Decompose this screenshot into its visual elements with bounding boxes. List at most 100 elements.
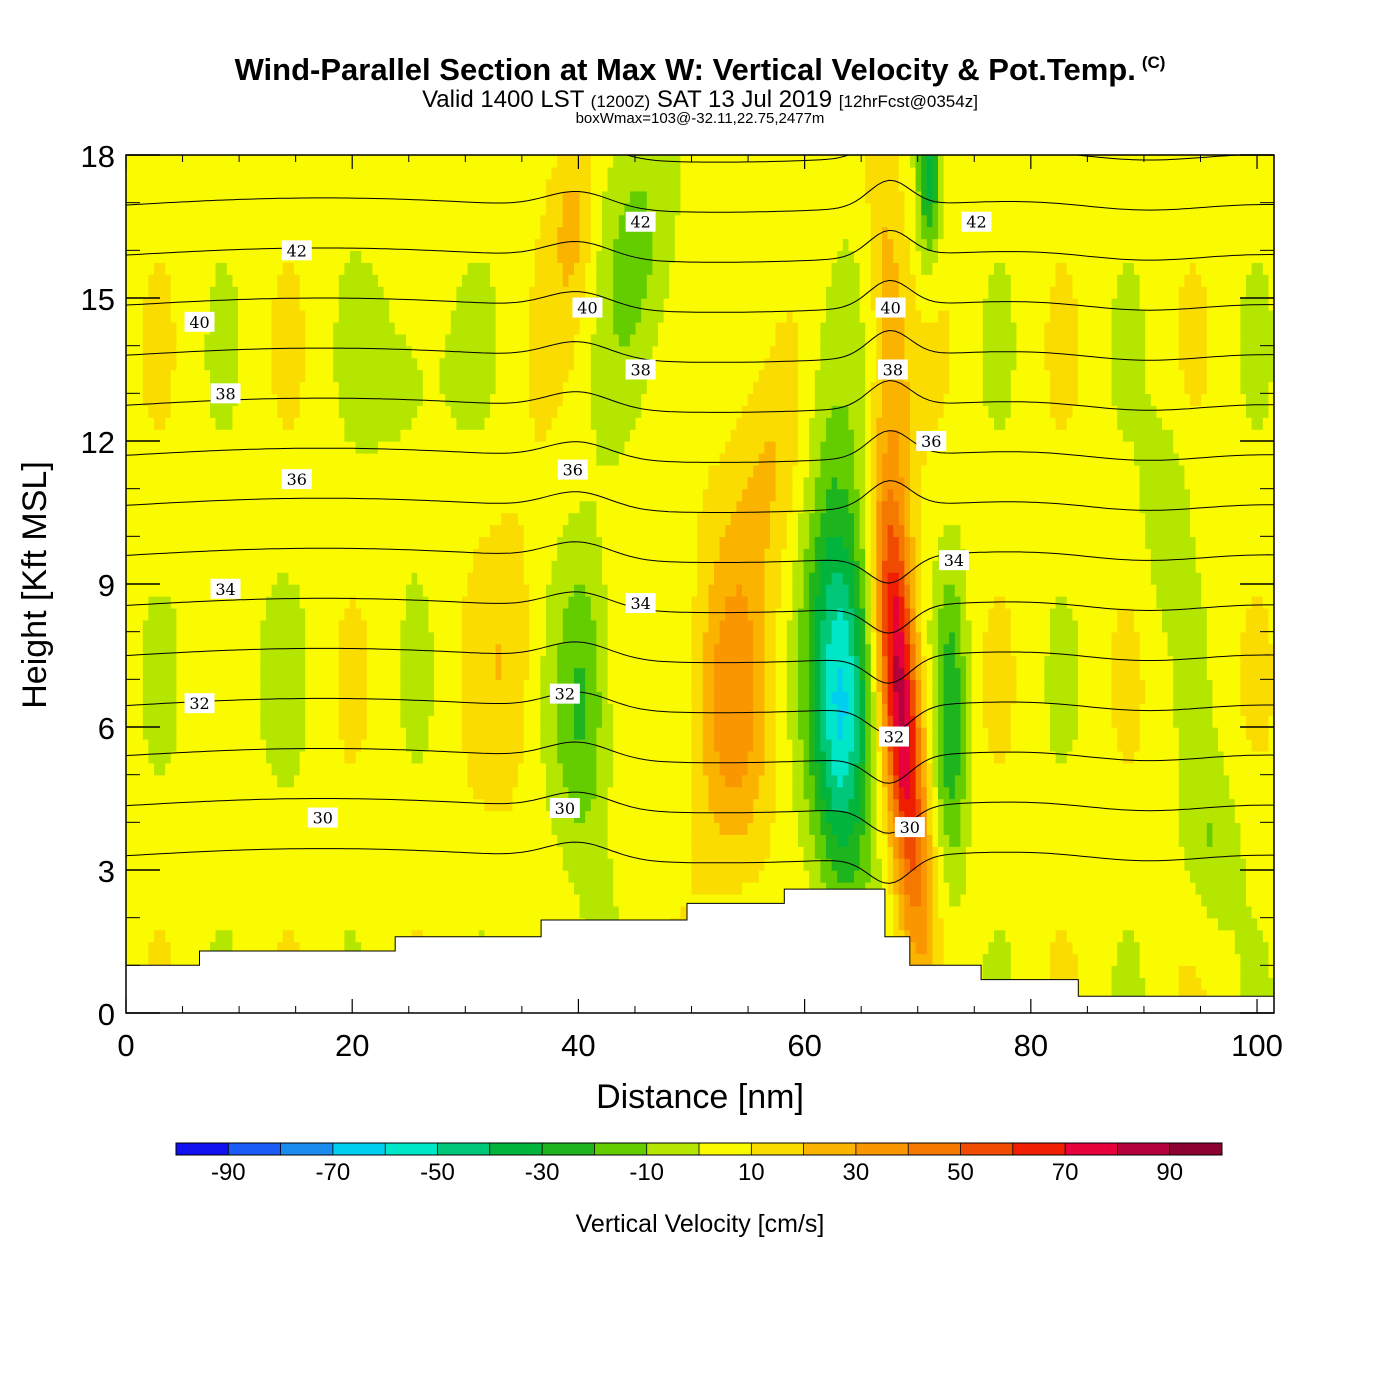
- velocity-cell: [490, 738, 497, 752]
- velocity-cell: [467, 381, 474, 395]
- velocity-cell: [406, 774, 413, 788]
- velocity-cell: [355, 715, 362, 728]
- velocity-cell: [338, 905, 346, 919]
- velocity-cell: [254, 298, 262, 311]
- velocity-cell: [198, 345, 206, 359]
- velocity-cell: [193, 345, 200, 359]
- velocity-cell: [243, 846, 250, 859]
- velocity-cell: [417, 786, 424, 800]
- velocity-cell: [506, 381, 514, 395]
- velocity-cell: [176, 774, 183, 788]
- velocity-cell: [294, 309, 301, 323]
- velocity-cell: [232, 286, 239, 299]
- velocity-cell: [170, 727, 178, 740]
- velocity-cell: [450, 464, 458, 478]
- velocity-cell: [182, 214, 189, 228]
- velocity-cell: [344, 572, 351, 585]
- velocity-cell: [473, 476, 480, 490]
- velocity-cell: [176, 655, 183, 669]
- velocity-cell: [462, 298, 469, 311]
- velocity-cell: [383, 512, 390, 526]
- velocity-cell: [243, 333, 250, 347]
- velocity-cell: [226, 429, 234, 442]
- velocity-cell: [322, 393, 329, 406]
- velocity-cell: [462, 631, 469, 645]
- velocity-cell: [159, 691, 166, 704]
- velocity-cell: [148, 750, 155, 764]
- velocity-cell: [310, 536, 318, 549]
- velocity-cell: [215, 429, 222, 442]
- velocity-cell: [428, 214, 435, 228]
- velocity-cell: [316, 822, 323, 835]
- velocity-cell: [165, 309, 172, 323]
- velocity-cell: [361, 429, 368, 442]
- velocity-cell: [210, 405, 217, 418]
- velocity-cell: [333, 834, 340, 847]
- velocity-cell: [126, 774, 133, 788]
- velocity-cell: [467, 786, 474, 800]
- velocity-cell: [310, 500, 318, 514]
- velocity-cell: [282, 262, 290, 275]
- velocity-cell: [394, 178, 402, 192]
- velocity-cell: [238, 631, 245, 645]
- velocity-cell: [322, 917, 329, 931]
- velocity-cell: [294, 298, 301, 311]
- velocity-cell: [299, 405, 306, 418]
- velocity-cell: [434, 238, 441, 252]
- velocity-cell: [126, 333, 133, 347]
- velocity-cell: [204, 762, 211, 776]
- velocity-cell: [159, 607, 166, 621]
- velocity-cell: [210, 488, 217, 502]
- velocity-cell: [327, 917, 334, 931]
- velocity-cell: [378, 405, 385, 418]
- velocity-cell: [333, 238, 340, 252]
- velocity-cell: [372, 298, 379, 311]
- velocity-cell: [176, 941, 183, 955]
- velocity-cell: [232, 500, 239, 514]
- velocity-cell: [495, 584, 502, 597]
- velocity-cell: [389, 834, 396, 847]
- velocity-cell: [204, 905, 211, 919]
- velocity-cell: [361, 881, 368, 895]
- velocity-cell: [282, 155, 290, 168]
- velocity-cell: [182, 619, 189, 633]
- velocity-cell: [422, 619, 430, 633]
- velocity-cell: [310, 429, 318, 442]
- velocity-cell: [400, 405, 407, 418]
- velocity-cell: [422, 584, 430, 597]
- velocity-cell: [411, 417, 418, 430]
- velocity-cell: [378, 750, 385, 764]
- velocity-cell: [249, 441, 256, 454]
- velocity-cell: [266, 607, 273, 621]
- velocity-cell: [226, 846, 234, 859]
- velocity-cell: [495, 881, 502, 895]
- velocity-cell: [456, 572, 463, 585]
- velocity-cell: [170, 512, 178, 526]
- velocity-cell: [406, 691, 413, 704]
- velocity-cell: [366, 858, 374, 871]
- velocity-cell: [467, 500, 474, 514]
- velocity-cell: [490, 429, 497, 442]
- velocity-cell: [501, 488, 508, 502]
- velocity-cell: [266, 929, 273, 943]
- velocity-cell: [193, 405, 200, 418]
- velocity-cell: [428, 202, 435, 216]
- velocity-cell: [215, 631, 222, 645]
- velocity-cell: [350, 464, 357, 478]
- velocity-cell: [378, 214, 385, 228]
- velocity-cell: [204, 429, 211, 442]
- velocity-cell: [288, 798, 295, 812]
- velocity-cell: [142, 774, 150, 788]
- velocity-cell: [501, 226, 508, 240]
- velocity-cell: [467, 834, 474, 847]
- velocity-cell: [221, 262, 228, 275]
- velocity-cell: [383, 798, 390, 812]
- velocity-cell: [176, 262, 183, 275]
- velocity-cell: [462, 834, 469, 847]
- velocity-cell: [277, 524, 284, 538]
- valid-time: Valid 1400 LST: [422, 86, 584, 113]
- velocity-cell: [299, 619, 306, 633]
- velocity-cell: [350, 369, 357, 383]
- velocity-cell: [389, 560, 396, 573]
- velocity-cell: [159, 941, 166, 955]
